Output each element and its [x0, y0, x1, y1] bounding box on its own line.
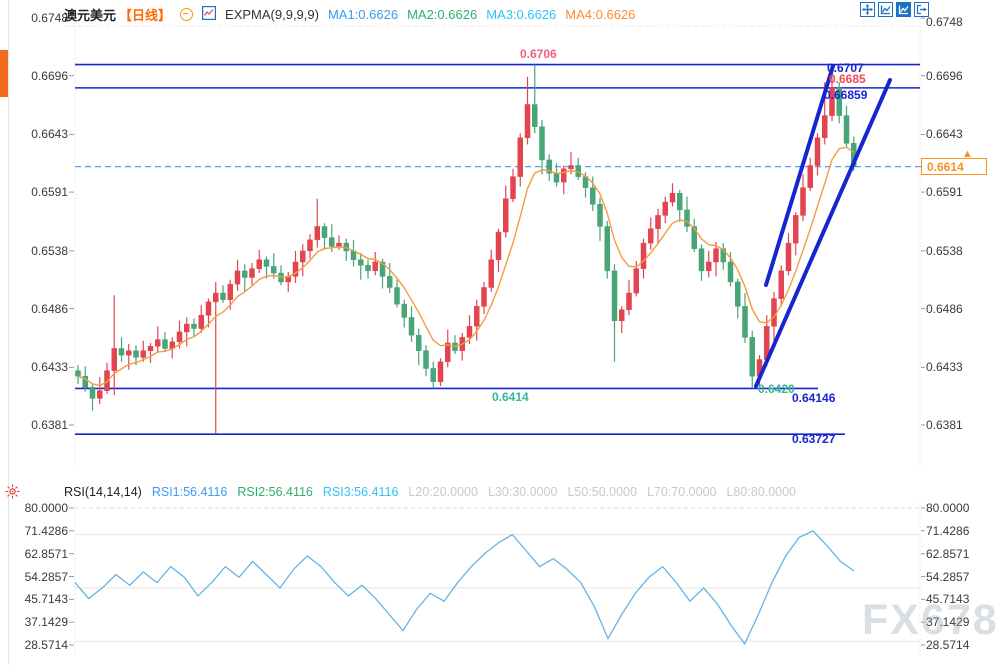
axis-tick-label: 0.6748 [926, 15, 963, 29]
annotation-resistance: 0.6685 [829, 72, 866, 86]
axis-tick-label: 28.5714 [926, 638, 970, 652]
rsi-l30-label: L30:30.0000 [487, 485, 558, 499]
axis-tick-label: 80.0000 [926, 501, 970, 515]
ma1-value: MA1:0.6626 [327, 6, 399, 22]
watermark: FX678 [862, 596, 999, 644]
annotation-deep-support: 0.63727 [792, 432, 836, 446]
annotation-low-right: 0.6420 [758, 382, 795, 396]
rail-accent-bar[interactable] [0, 50, 8, 97]
annotation-channel-high: 0.6707 [827, 61, 864, 75]
axis-tick-label: 45.7143 [926, 592, 970, 607]
rsi-l70-label: L70:70.0000 [646, 485, 717, 499]
rsi-header: RSI(14,14,14) RSI1:56.4116 RSI2:56.4116 … [64, 484, 796, 500]
indicator-chart-icon[interactable] [202, 5, 217, 23]
annotation-support-label: 0.64146 [792, 391, 836, 405]
axis-tick-label: 45.7143 [24, 592, 68, 607]
exit-icon[interactable] [914, 2, 929, 17]
axis-tick-label: 0.6591 [31, 185, 68, 200]
axis-tick-label: 0.6381 [926, 418, 963, 432]
axis-tick-label: 54.2857 [926, 569, 970, 584]
axis-tick-label: 71.4286 [926, 523, 970, 538]
axis-tick-label: 37.1429 [24, 615, 68, 630]
current-price-value: 0.6614 [927, 159, 964, 174]
axis-tick-label: 54.2857 [24, 569, 68, 584]
axis-tick-label: 37.1429 [926, 615, 970, 630]
axis-tick-label: 28.5714 [24, 638, 68, 652]
rsi-l20-label: L20:20.0000 [408, 485, 478, 499]
main-chart-header: 澳元美元 【日线】 EXPMA(9,9,9,9) MA1:0.6626 MA2:0… [64, 5, 635, 23]
axis-tick-label: 62.8571 [926, 546, 970, 561]
annotation-channel-value: 0.66859 [824, 88, 868, 102]
axis-tick-label: 0.6538 [31, 243, 68, 258]
chart-style-icon[interactable] [896, 2, 911, 17]
axis-tick-label: 71.4286 [24, 523, 68, 538]
current-price-box: 0.6614 [921, 158, 987, 175]
chart-toolbar [860, 2, 929, 17]
axis-tick-label: 0.6643 [926, 127, 963, 142]
rsi-l80-label: L80:80.0000 [726, 485, 796, 499]
axis-tick-label: 0.6696 [31, 68, 68, 83]
axis-tick-label: 0.6538 [926, 243, 963, 258]
axis-tick-label: 0.6696 [926, 68, 963, 83]
annotation-top-high: 0.6706 [520, 47, 557, 61]
axis-tick-label: 0.6381 [31, 418, 68, 432]
rsi-title[interactable]: RSI(14,14,14) [64, 485, 142, 499]
left-rail [0, 0, 9, 665]
ma3-value: MA3:0.6626 [486, 6, 557, 22]
indicator-label[interactable]: EXPMA(9,9,9,9) [225, 6, 319, 22]
axis-tick-label: 0.6486 [31, 301, 68, 316]
period-label[interactable]: 【日线】 [119, 7, 172, 23]
annotation-support-mid: 0.6414 [492, 390, 529, 404]
ma2-value: MA2:0.6626 [407, 6, 478, 22]
ma4-value: MA4:0.6626 [565, 6, 636, 22]
rsi3-value: RSI3:56.4116 [322, 485, 399, 499]
collapse-icon[interactable] [180, 7, 194, 21]
axis-tick-label: 0.6643 [31, 127, 68, 142]
rsi-l50-label: L50:50.0000 [567, 485, 637, 499]
zoom-reset-icon[interactable] [878, 2, 893, 17]
price-alert-arrow-icon: ▲ [962, 148, 973, 160]
axis-tick-label: 0.6486 [926, 301, 963, 316]
axis-tick-label: 0.6433 [926, 360, 963, 375]
pan-icon[interactable] [860, 2, 875, 17]
rsi1-value: RSI1:56.4116 [151, 485, 228, 499]
symbol-title: 澳元美元 [64, 7, 117, 23]
axis-tick-label: 0.6591 [926, 185, 963, 200]
rsi-settings-icon[interactable] [5, 484, 20, 504]
axis-tick-label: 0.6433 [31, 360, 68, 375]
axis-tick-label: 62.8571 [24, 546, 68, 561]
axis-tick-label: 0.6748 [31, 11, 68, 25]
axis-tick-label: 80.0000 [24, 501, 68, 515]
rsi2-value: RSI2:56.4116 [237, 485, 313, 499]
